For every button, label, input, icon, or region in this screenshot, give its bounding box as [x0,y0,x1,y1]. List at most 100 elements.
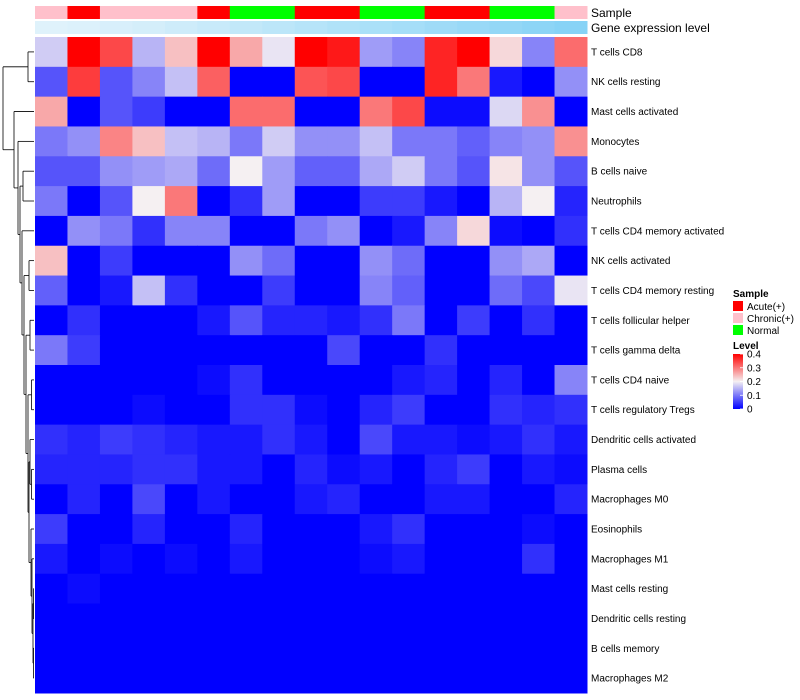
heatmap-cell [262,394,296,426]
heatmap-cell [67,275,101,306]
heatmap-cell [522,394,556,426]
heatmap-cell [359,215,393,247]
heatmap-cell [294,573,328,605]
heatmap-cell [522,603,556,634]
heatmap-cell [359,573,393,605]
heatmap-cell [554,424,588,455]
heatmap-cell [229,335,263,366]
heatmap-cell [197,424,231,455]
heatmap-cell [392,514,426,545]
heatmap-cell [359,514,393,545]
heatmap-cell [132,156,166,187]
heatmap-cell [164,573,198,605]
heatmap-cell [359,156,393,187]
heatmap-cell [392,543,426,575]
row-label: Macrophages M0 [591,495,669,506]
expression-annotation-cell [294,21,328,34]
heatmap-cell [35,66,68,98]
heatmap-cell [294,335,328,366]
sample-annotation-cell [67,6,101,19]
heatmap-cell [229,275,263,306]
heatmap-cell [262,126,296,157]
row-label: Dendritic cells activated [591,435,696,446]
heatmap-cell [99,37,133,68]
heatmap-cell [489,633,523,664]
heatmap-cell [489,275,523,306]
legend-entry-label: Chronic(+) [747,314,794,325]
heatmap-cell [457,543,491,575]
row-label: Plasma cells [591,465,647,476]
heatmap-cell [164,394,198,426]
heatmap-cell [164,633,198,664]
heatmap-cell [554,514,588,545]
heatmap-cell [359,424,393,455]
heatmap-cell [197,543,231,575]
heatmap-cell [229,126,263,157]
heatmap-cell [392,215,426,247]
sample-annotation-cell [132,6,166,19]
heatmap-cell [99,126,133,157]
heatmap-cell [554,394,588,426]
legend-swatch [733,313,743,323]
heatmap-cell [67,365,101,396]
heatmap-cell [229,37,263,68]
row-label: Eosinophils [591,525,642,536]
heatmap-cell [35,365,68,396]
heatmap-cell [35,573,68,605]
heatmap-cell [229,633,263,664]
heatmap-cell [554,156,588,187]
heatmap-cell [164,663,198,694]
heatmap-cell [35,484,68,515]
heatmap-cell [67,66,101,98]
heatmap-cell [294,454,328,485]
heatmap-cell [229,96,263,127]
heatmap-cell [67,633,101,664]
heatmap-cell [554,663,588,694]
heatmap-cell [554,215,588,247]
heatmap-cell [294,394,328,426]
heatmap-cell [164,454,198,485]
heatmap-cell [99,365,133,396]
heatmap-cell [359,186,393,217]
sample-annotation-cell [392,6,426,19]
heatmap-cell [99,335,133,366]
heatmap-cell [424,66,458,98]
heatmap-cell [99,275,133,306]
heatmap-cell [424,365,458,396]
heatmap-cell [67,126,101,157]
level-tick-label: 0.2 [747,377,761,388]
heatmap-cell [457,66,491,98]
heatmap-cell [489,543,523,575]
heatmap-cell [99,156,133,187]
heatmap-cell [489,215,523,247]
heatmap-cell [67,96,101,127]
heatmap-cell [424,96,458,127]
heatmap-cell [392,37,426,68]
heatmap-cell [554,275,588,306]
heatmap-cell [229,365,263,396]
heatmap-cell [99,573,133,605]
heatmap-cell [294,186,328,217]
row-label: Mast cells resting [591,584,668,595]
heatmap-cell [489,66,523,98]
heatmap-cell [67,424,101,455]
heatmap-cell [262,305,296,336]
heatmap-cell [164,126,198,157]
heatmap-cell [294,365,328,396]
expression-annotation-cell [424,21,458,34]
heatmap-cell [554,633,588,664]
heatmap-cell [262,186,296,217]
heatmap-cell [424,37,458,68]
heatmap-cell [457,573,491,605]
heatmap-cell [424,663,458,694]
heatmap-cell [294,663,328,694]
heatmap-cell [67,603,101,634]
heatmap-cell [489,186,523,217]
heatmap-cell [164,186,198,217]
expression-annotation-cell [164,21,198,34]
heatmap-cell [392,186,426,217]
heatmap-cell [132,543,166,575]
heatmap-cell [132,245,166,277]
heatmap-cell [132,126,166,157]
sample-annotation-cell [327,6,361,19]
